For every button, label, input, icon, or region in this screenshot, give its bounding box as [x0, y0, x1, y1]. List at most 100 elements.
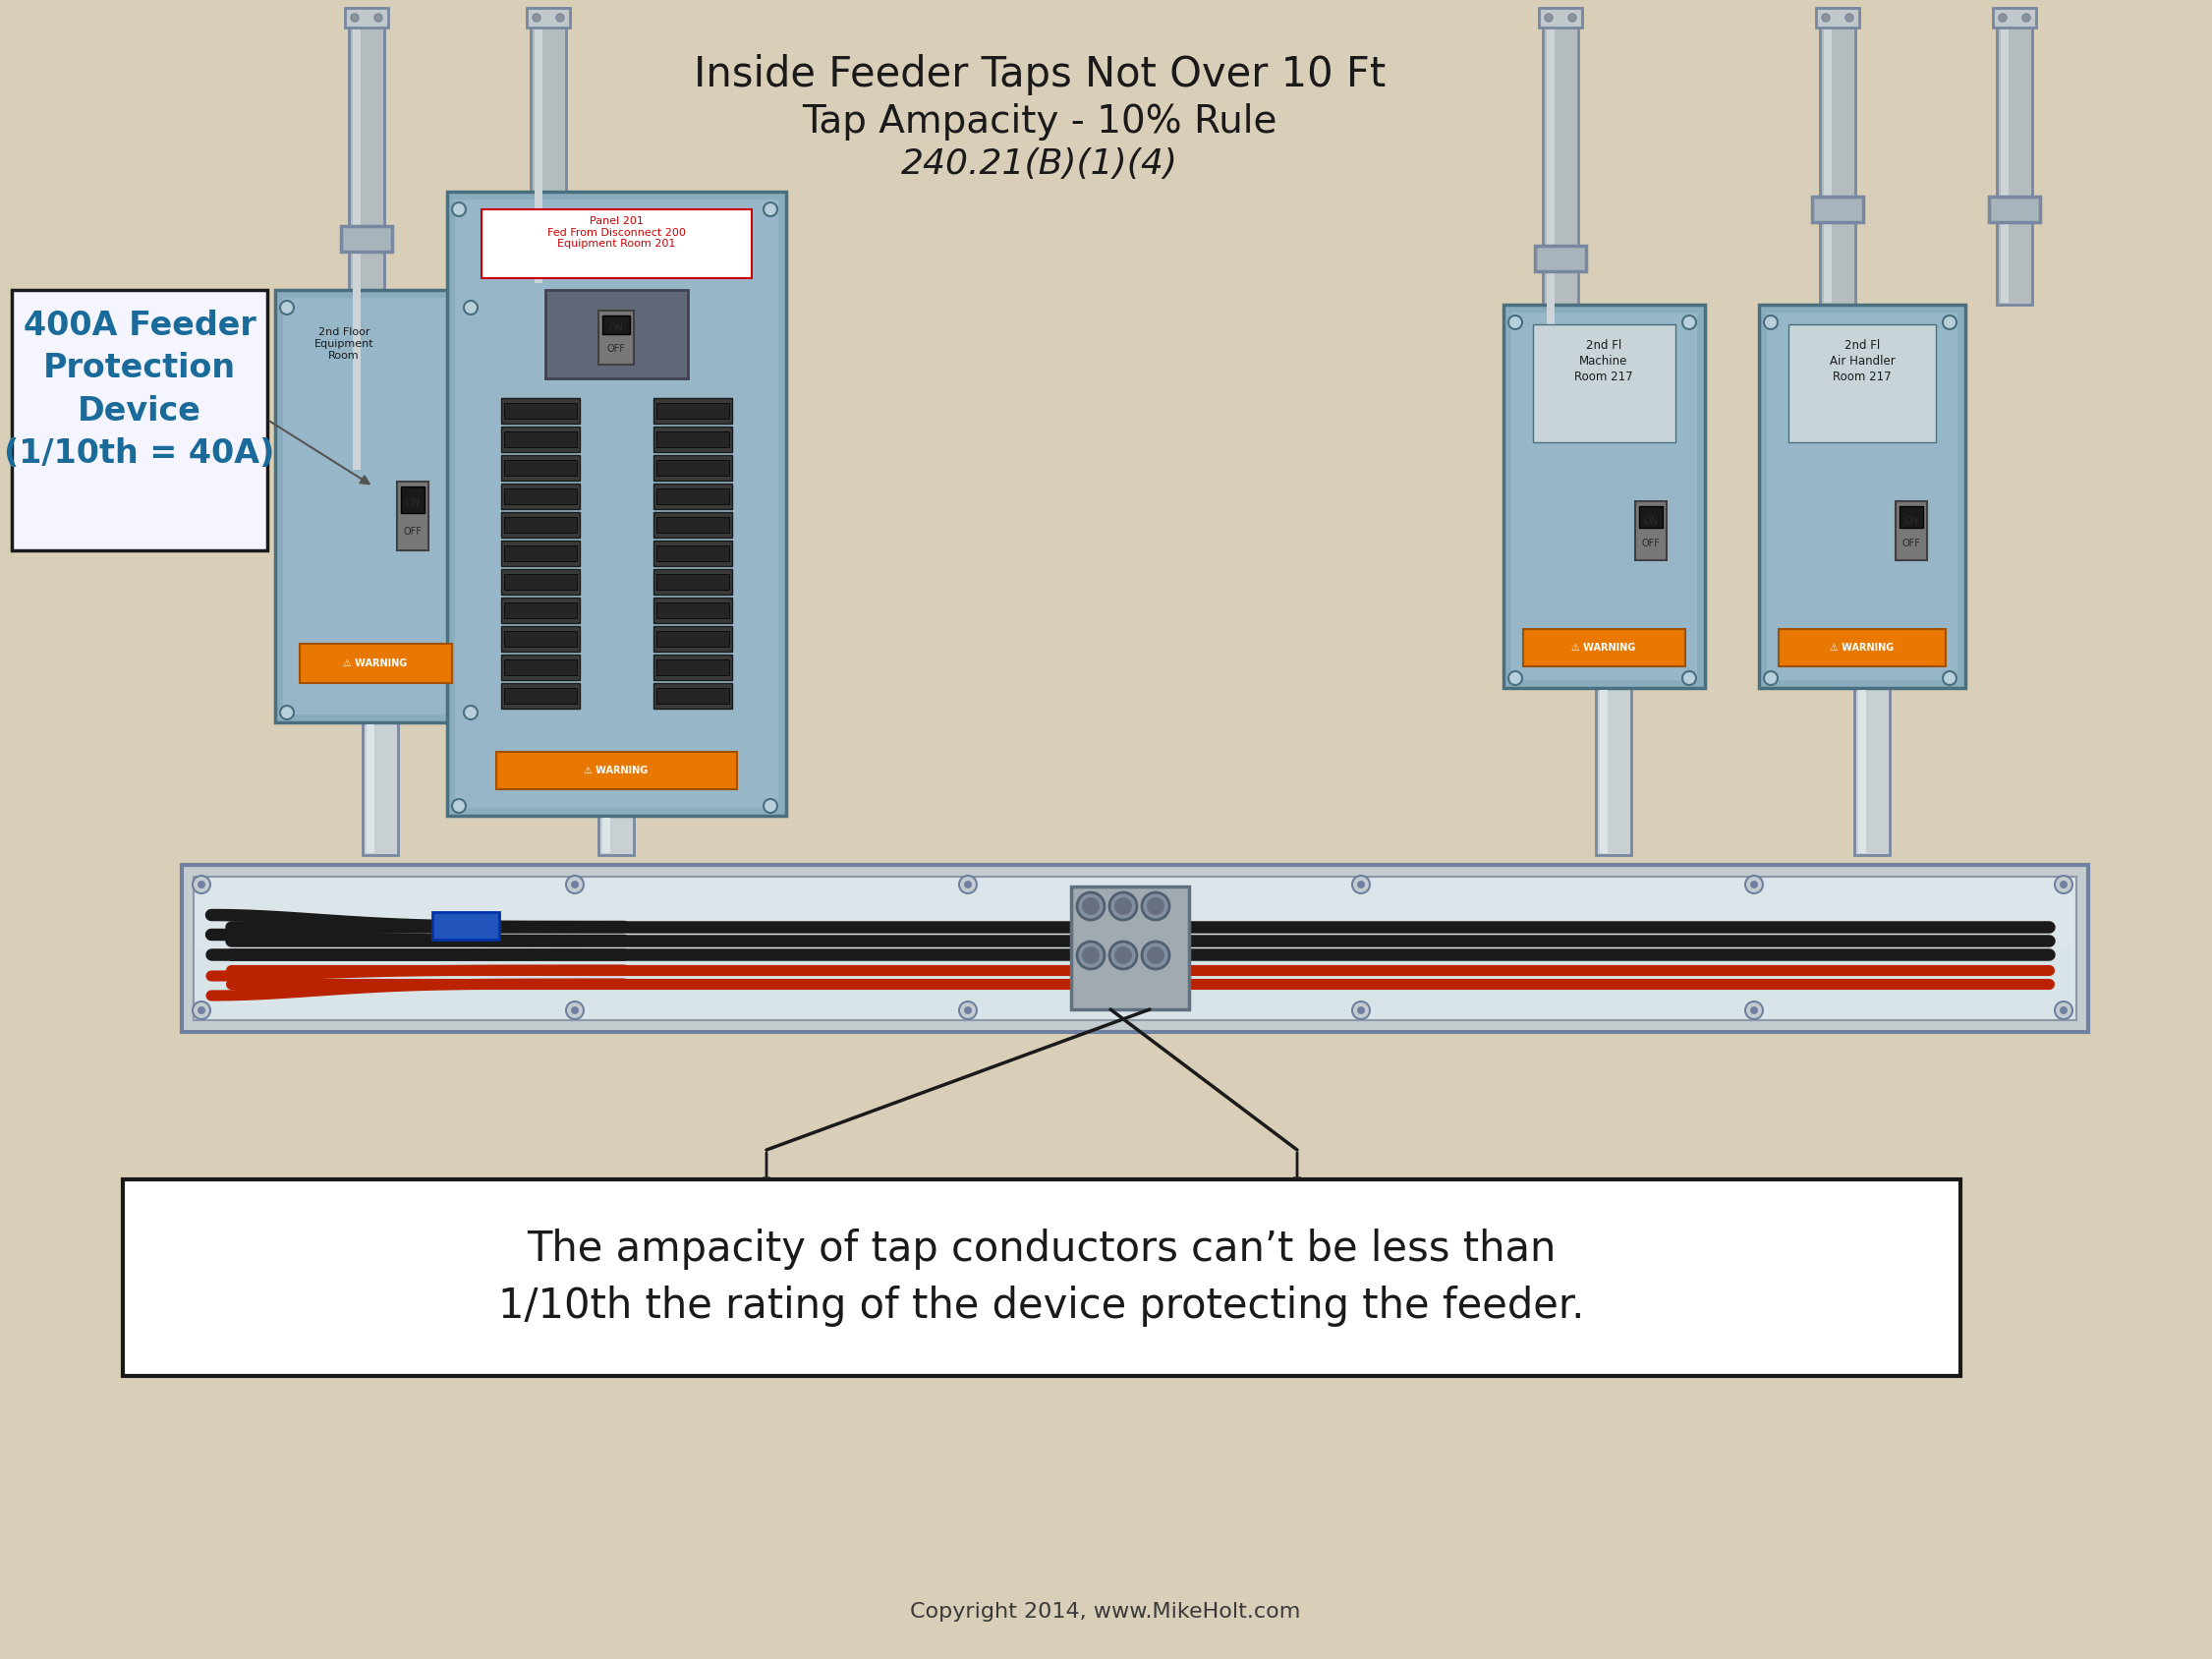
Bar — [1071, 886, 1190, 1009]
Circle shape — [1352, 876, 1369, 894]
Bar — [502, 541, 580, 566]
Text: ⚠ WARNING: ⚠ WARNING — [343, 659, 407, 669]
Bar — [11, 290, 268, 551]
Text: OFF: OFF — [1641, 539, 1661, 549]
Text: 240.21(B)(1)(4): 240.21(B)(1)(4) — [900, 148, 1179, 181]
Bar — [1535, 246, 1586, 272]
Circle shape — [1509, 315, 1522, 328]
Text: 400: 400 — [403, 491, 422, 501]
Bar — [274, 290, 487, 722]
Circle shape — [1683, 672, 1697, 685]
Circle shape — [960, 1002, 978, 1019]
Circle shape — [1745, 876, 1763, 894]
Bar — [1854, 688, 1889, 854]
Circle shape — [1763, 315, 1778, 328]
Circle shape — [1763, 672, 1778, 685]
Text: The ampacity of tap conductors can’t be less than
1/10th the rating of the devic: The ampacity of tap conductors can’t be … — [498, 1228, 1584, 1327]
Circle shape — [465, 300, 478, 315]
Bar — [653, 684, 732, 708]
Bar — [447, 192, 785, 816]
Bar — [1997, 8, 2033, 305]
Circle shape — [281, 300, 294, 315]
Circle shape — [964, 1007, 971, 1014]
Circle shape — [1077, 893, 1104, 921]
Bar — [657, 688, 730, 703]
Bar — [1639, 506, 1663, 528]
Circle shape — [1683, 315, 1697, 328]
Circle shape — [1750, 881, 1759, 889]
Bar — [482, 209, 752, 279]
Bar — [504, 546, 577, 561]
Circle shape — [465, 705, 478, 720]
Bar — [1816, 8, 1860, 28]
Circle shape — [451, 800, 467, 813]
Bar — [653, 483, 732, 509]
Circle shape — [1110, 893, 1137, 921]
Bar — [1542, 8, 1577, 383]
Circle shape — [1845, 13, 1854, 22]
Circle shape — [571, 1007, 580, 1014]
Bar — [1599, 690, 1608, 853]
Text: OFF: OFF — [403, 528, 422, 536]
Circle shape — [1509, 672, 1522, 685]
Bar — [1993, 8, 2035, 28]
Circle shape — [1115, 898, 1133, 916]
Bar — [502, 455, 580, 481]
Bar — [504, 688, 577, 703]
Bar — [502, 684, 580, 708]
Bar — [653, 569, 732, 594]
Bar — [1767, 312, 1958, 680]
Bar — [657, 518, 730, 533]
Bar — [504, 574, 577, 589]
Circle shape — [2022, 13, 2031, 22]
Bar — [1900, 506, 1922, 528]
Text: ON: ON — [1644, 516, 1659, 526]
Circle shape — [964, 881, 971, 889]
Bar — [602, 818, 611, 853]
Bar — [653, 398, 732, 423]
Circle shape — [1358, 1007, 1365, 1014]
Bar — [1790, 324, 1936, 443]
Bar — [657, 403, 730, 418]
Bar — [502, 625, 580, 652]
Bar — [657, 488, 730, 504]
Bar — [400, 486, 425, 513]
Text: OFF: OFF — [1902, 539, 1920, 549]
Bar — [504, 630, 577, 647]
Bar — [283, 299, 478, 715]
Circle shape — [571, 881, 580, 889]
Bar — [657, 630, 730, 647]
Bar — [502, 655, 580, 680]
Circle shape — [2059, 881, 2068, 889]
Bar — [504, 660, 577, 675]
Bar — [367, 725, 374, 853]
Bar — [504, 602, 577, 619]
Text: ON: ON — [1905, 516, 1918, 526]
Bar — [502, 398, 580, 423]
Bar — [363, 722, 398, 854]
Bar — [1546, 10, 1555, 382]
Bar — [1812, 196, 1863, 222]
Bar — [657, 602, 730, 619]
Text: Tap Ampacity - 10% Rule: Tap Ampacity - 10% Rule — [803, 103, 1276, 141]
Text: Panel 201
Fed From Disconnect 200
Equipment Room 201: Panel 201 Fed From Disconnect 200 Equipm… — [546, 216, 686, 249]
Bar — [502, 513, 580, 538]
Bar — [1595, 688, 1630, 854]
Bar — [1825, 10, 1832, 302]
Bar — [1533, 324, 1674, 443]
Bar — [431, 912, 500, 939]
Circle shape — [555, 13, 564, 22]
Bar — [1989, 196, 2039, 222]
Circle shape — [1352, 1002, 1369, 1019]
Bar — [653, 455, 732, 481]
Bar — [456, 199, 779, 808]
Bar — [299, 644, 451, 684]
Bar — [504, 431, 577, 448]
Text: ⚠ WARNING: ⚠ WARNING — [1829, 642, 1893, 652]
Text: 2nd Fl
Machine
Room 217: 2nd Fl Machine Room 217 — [1575, 338, 1632, 383]
Text: 2nd Fl
Air Handler
Room 217: 2nd Fl Air Handler Room 217 — [1829, 338, 1896, 383]
Bar — [653, 597, 732, 624]
Bar — [602, 315, 630, 333]
Circle shape — [566, 876, 584, 894]
Bar — [504, 403, 577, 418]
